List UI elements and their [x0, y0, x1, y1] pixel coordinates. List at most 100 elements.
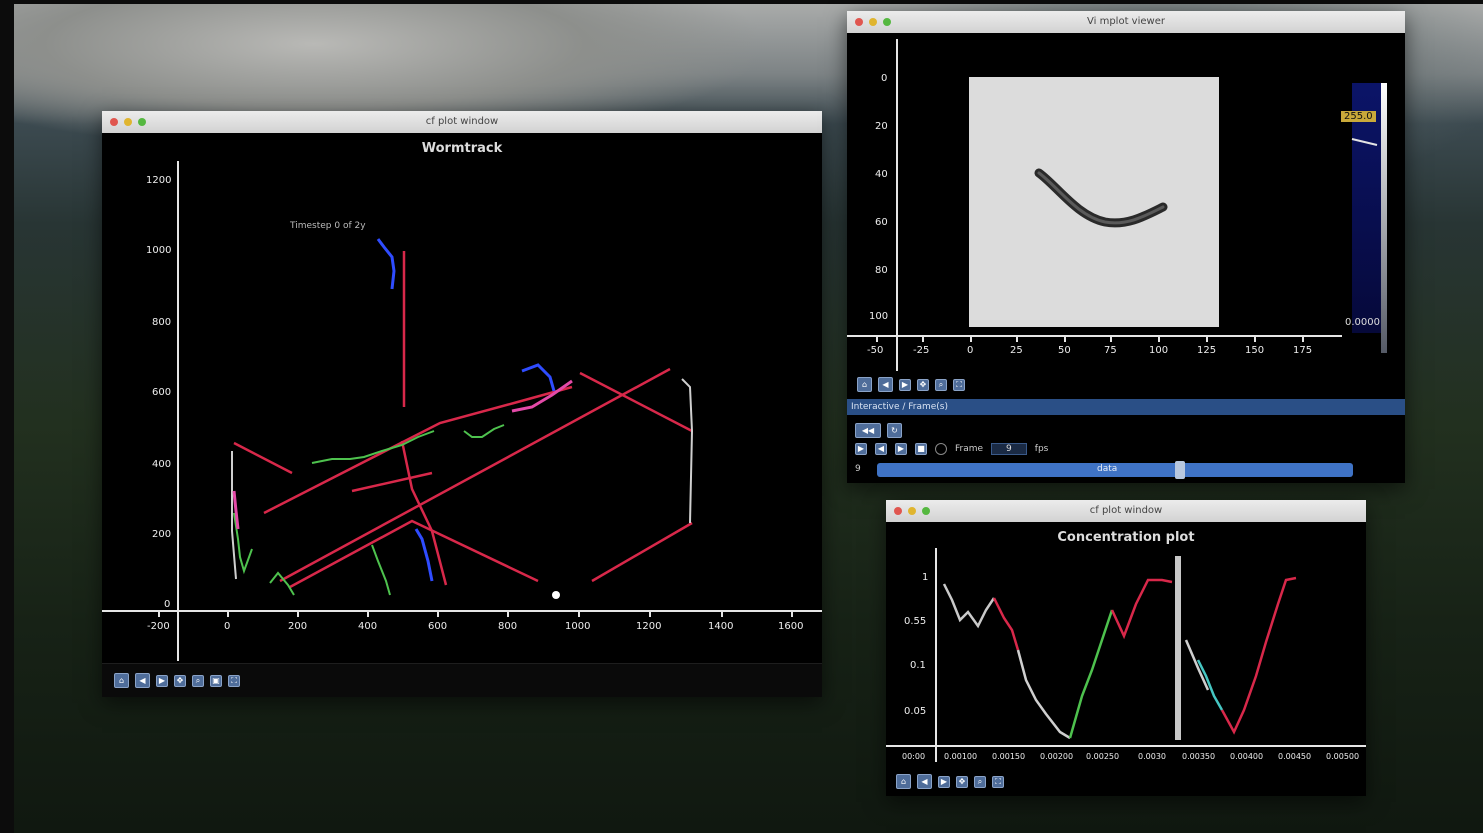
stop-icon[interactable]: ■ [915, 443, 927, 455]
close-button[interactable] [110, 118, 118, 126]
play-icon[interactable]: ▶ [855, 443, 867, 455]
x-tick-label: 200 [288, 621, 308, 632]
wormtrack-plot[interactable] [102, 111, 822, 697]
first-frame-icon[interactable]: ◀◀ [855, 423, 881, 438]
x-tick-label: 0.0030 [1138, 752, 1166, 761]
x-tick-label: 0.00500 [1326, 752, 1360, 761]
record-icon[interactable] [935, 443, 947, 455]
wormtrack-titlebar[interactable]: cf plot window [102, 111, 822, 133]
loop-icon[interactable]: ↻ [887, 423, 902, 438]
y-tick-label: 200 [152, 529, 172, 540]
window-title: cf plot window [1089, 505, 1163, 516]
save-icon[interactable]: ▣ [210, 674, 222, 687]
worm-image [969, 77, 1219, 327]
x-tick-label: 100 [1149, 345, 1169, 356]
y-tick-label: 1200 [146, 175, 172, 186]
x-tick-marks [876, 336, 1304, 342]
x-tick-label: 00:00 [902, 752, 926, 761]
concentration-titlebar[interactable]: cf plot window [886, 500, 1366, 522]
x-tick-label: 125 [1197, 345, 1217, 356]
viewer-toolbar: ⌂ ◀ ▶ ✥ ⌕ ⛶ [857, 377, 965, 392]
back-icon[interactable]: ◀ [878, 377, 893, 392]
concentration-plot[interactable] [886, 500, 1366, 796]
green-track [233, 424, 505, 596]
fps-label: fps [1034, 444, 1049, 454]
y-tick-label: 600 [152, 387, 172, 398]
y-tick-label: 0.1 [910, 660, 926, 671]
wormtrack-toolbar: ⌂ ◀ ▶ ✥ ⌕ ▣ ⛶ [114, 673, 240, 688]
maximize-button[interactable] [138, 118, 146, 126]
close-button[interactable] [894, 507, 902, 515]
colorbar-max-label: 255.0 [1341, 111, 1376, 122]
x-tick-label: 400 [358, 621, 378, 632]
concentration-series [942, 576, 1297, 740]
x-tick-label: 600 [428, 621, 448, 632]
y-tick-label: 0 [164, 599, 171, 610]
y-tick-label: 1000 [146, 245, 172, 256]
track-annotation: Timestep 0 of 2y [290, 221, 366, 231]
fullscreen-icon[interactable]: ⛶ [953, 378, 965, 391]
x-tick-label: 0 [967, 345, 974, 356]
forward-icon[interactable]: ▶ [938, 775, 950, 788]
x-tick-label: 175 [1293, 345, 1313, 356]
y-tick-label: 0.55 [904, 616, 927, 627]
x-tick-label: 0.00150 [992, 752, 1026, 761]
step-forward-icon[interactable]: ▶ [895, 443, 907, 455]
colorbar [1352, 83, 1382, 333]
minimize-button[interactable] [908, 507, 916, 515]
minimize-button[interactable] [869, 18, 877, 26]
viewer-titlebar[interactable]: Vi mplot viewer [847, 11, 1405, 33]
frame-counter: 9 [855, 464, 861, 474]
y-tick-label: 0 [881, 73, 888, 84]
red-track [233, 251, 693, 589]
maximize-button[interactable] [883, 18, 891, 26]
home-icon[interactable]: ⌂ [857, 377, 872, 392]
x-tick-label: 0 [224, 621, 231, 632]
back-icon[interactable]: ◀ [135, 673, 150, 688]
x-tick-label: 0.00450 [1278, 752, 1312, 761]
image-viewer-plot[interactable] [847, 11, 1405, 483]
x-tick-marks [158, 611, 793, 617]
slider-label: data [1097, 464, 1118, 474]
pan-icon[interactable]: ✥ [917, 378, 929, 391]
x-tick-label: 150 [1245, 345, 1265, 356]
fullscreen-icon[interactable]: ⛶ [228, 674, 240, 687]
window-title: cf plot window [425, 116, 499, 127]
x-tick-label: 0.00350 [1182, 752, 1216, 761]
frame-label: Frame [955, 444, 984, 454]
forward-icon[interactable]: ▶ [899, 378, 911, 391]
x-tick-label: 75 [1104, 345, 1117, 356]
maximize-button[interactable] [922, 507, 930, 515]
zoom-icon[interactable]: ⌕ [935, 378, 947, 391]
frame-controls-top: ◀◀ ↻ [855, 423, 902, 438]
back-icon[interactable]: ◀ [917, 774, 932, 789]
frame-slider-handle[interactable] [1175, 461, 1185, 479]
y-tick-label: 100 [869, 311, 889, 322]
y-tick-label: 0.05 [904, 706, 927, 717]
zoom-icon[interactable]: ⌕ [192, 674, 204, 687]
frame-value-input[interactable]: 9 [991, 443, 1027, 455]
x-tick-label: 0.00400 [1230, 752, 1264, 761]
minimize-button[interactable] [124, 118, 132, 126]
x-tick-label: 800 [498, 621, 518, 632]
y-tick-label: 1 [922, 572, 929, 583]
home-icon[interactable]: ⌂ [896, 774, 911, 789]
x-tick-label: -200 [147, 621, 170, 632]
wormtrack-window: cf plot window Wormtrack [102, 111, 822, 697]
forward-icon[interactable]: ▶ [156, 674, 168, 687]
x-tick-label: 0.00100 [944, 752, 978, 761]
pan-icon[interactable]: ✥ [174, 674, 186, 687]
blue-track [232, 238, 573, 582]
x-tick-label: 1000 [565, 621, 591, 632]
close-button[interactable] [855, 18, 863, 26]
pan-icon[interactable]: ✥ [956, 775, 968, 788]
panel-label: Interactive / Frame(s) [851, 402, 948, 412]
fullscreen-icon[interactable]: ⛶ [992, 775, 1004, 788]
frame-controls: ▶ ◀ ▶ ■ Frame 9 fps [855, 443, 1048, 455]
frame-slider-track[interactable] [877, 463, 1353, 477]
x-tick-label: -50 [867, 345, 884, 356]
y-tick-label: 60 [875, 217, 888, 228]
zoom-icon[interactable]: ⌕ [974, 775, 986, 788]
home-icon[interactable]: ⌂ [114, 673, 129, 688]
step-back-icon[interactable]: ◀ [875, 443, 887, 455]
